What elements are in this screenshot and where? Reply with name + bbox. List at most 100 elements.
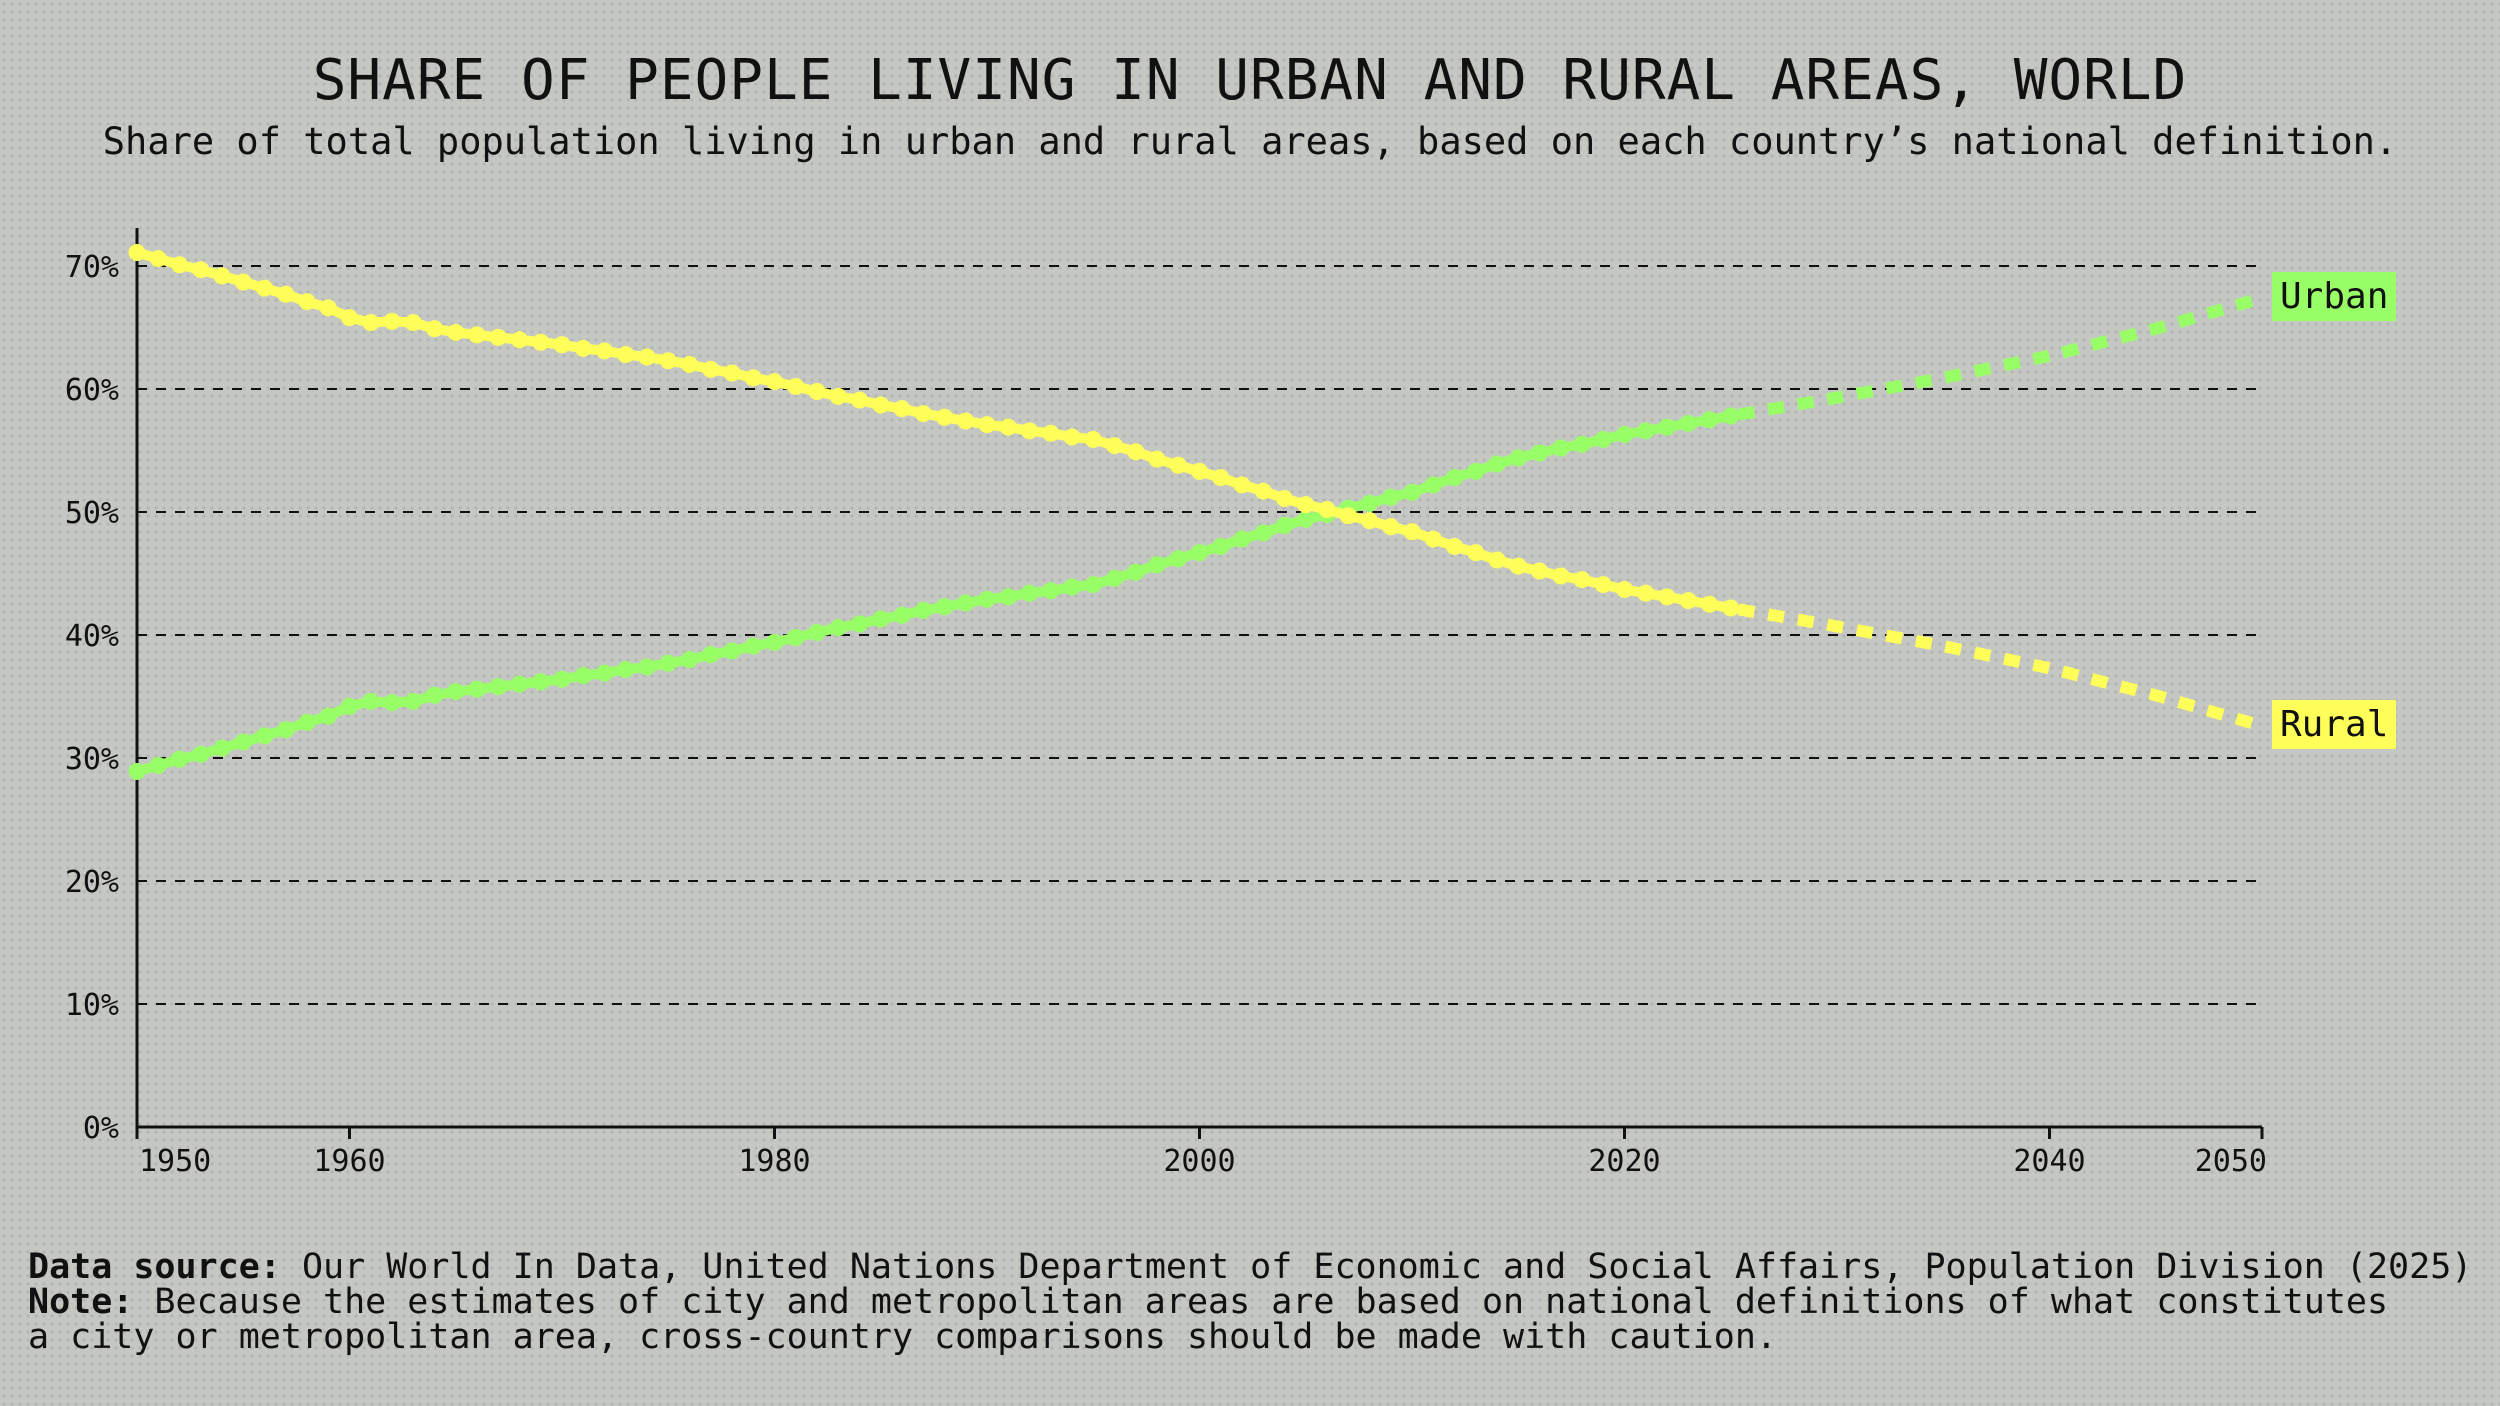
- chart-subtitle: Share of total population living in urba…: [102, 120, 2398, 163]
- data-point-urban: [298, 713, 316, 731]
- data-point-urban: [341, 697, 358, 715]
- data-point-urban: [1233, 530, 1251, 548]
- data-point-urban: [1467, 462, 1485, 480]
- data-point-rural: [1509, 557, 1527, 575]
- data-point-urban: [1148, 556, 1166, 574]
- data-point-urban: [1254, 524, 1272, 542]
- data-point-rural: [1531, 562, 1548, 580]
- data-point-rural: [511, 331, 528, 349]
- data-point-urban: [1106, 569, 1123, 587]
- data-point-urban: [978, 590, 996, 608]
- data-point-rural: [766, 373, 783, 391]
- projection-line-urban: [1729, 292, 2264, 422]
- data-point-urban: [702, 646, 720, 664]
- data-point-rural: [638, 348, 656, 366]
- data-point-urban: [404, 692, 422, 710]
- data-point-rural: [893, 400, 911, 418]
- data-source: Data source: Our World In Data, United N…: [28, 1250, 2472, 1285]
- data-point-rural: [702, 360, 720, 378]
- data-point-rural: [383, 312, 401, 330]
- data-point-rural: [596, 342, 613, 360]
- data-point-rural: [1467, 544, 1485, 562]
- y-tick-label: 10%: [65, 988, 119, 1023]
- y-tick-label: 60%: [65, 373, 119, 408]
- data-point-urban: [1169, 550, 1187, 568]
- projection-line-rural: [1729, 602, 2264, 732]
- data-point-rural: [808, 382, 826, 400]
- data-point-rural: [532, 333, 550, 351]
- data-point-urban: [723, 642, 741, 660]
- data-point-rural: [1616, 580, 1633, 598]
- data-point-rural: [489, 328, 507, 346]
- chart-title: SHARE OF PEOPLE LIVING IN URBAN AND RURA…: [312, 48, 2188, 113]
- x-tick-label: 1950: [139, 1144, 211, 1179]
- data-point-urban: [829, 619, 847, 637]
- data-point-urban: [149, 756, 167, 774]
- data-point-rural: [1722, 599, 1740, 617]
- data-point-urban: [277, 721, 295, 739]
- data-point-urban: [787, 628, 805, 646]
- y-tick-label: 40%: [65, 619, 119, 654]
- data-point-urban: [851, 615, 868, 633]
- y-tick-label: 50%: [65, 496, 119, 531]
- note-line-2: a city or metropolitan area, cross-count…: [28, 1317, 1777, 1357]
- data-point-rural: [1361, 512, 1378, 530]
- data-point-urban: [1679, 414, 1697, 432]
- series-layer: [128, 243, 2264, 781]
- data-point-urban: [1297, 510, 1315, 528]
- data-point-urban: [468, 680, 486, 698]
- data-point-urban: [914, 601, 932, 619]
- data-point-urban: [1276, 517, 1293, 535]
- data-point-urban: [1084, 576, 1102, 594]
- source-text: Our World In Data, United Nations Depart…: [280, 1247, 2473, 1287]
- data-point-rural: [1191, 462, 1208, 480]
- data-point-urban: [957, 594, 975, 612]
- data-point-rural: [277, 285, 295, 303]
- gridlines: [137, 265, 2262, 1005]
- data-point-urban: [213, 739, 231, 757]
- data-point-rural: [1212, 469, 1230, 487]
- data-point-rural: [1084, 430, 1102, 448]
- data-point-rural: [149, 250, 167, 268]
- legend-label-urban: Urban: [2272, 271, 2397, 321]
- data-point-urban: [1594, 430, 1612, 448]
- x-tick-label: 2000: [1163, 1144, 1235, 1179]
- data-point-urban: [553, 670, 571, 688]
- y-tick-label: 30%: [65, 742, 119, 777]
- data-point-urban: [489, 678, 507, 696]
- data-point-rural: [1701, 595, 1718, 613]
- data-point-rural: [957, 412, 975, 430]
- data-point-urban: [511, 675, 528, 693]
- data-point-urban: [936, 598, 953, 616]
- data-point-urban: [1509, 449, 1527, 467]
- data-point-urban: [319, 707, 337, 725]
- data-point-urban: [383, 694, 401, 712]
- data-point-rural: [872, 396, 890, 414]
- data-point-rural: [829, 387, 847, 405]
- data-point-rural: [213, 267, 231, 285]
- data-point-rural: [1063, 428, 1081, 446]
- data-point-rural: [936, 408, 953, 426]
- series-line-urban: [135, 411, 1732, 777]
- data-point-rural: [617, 346, 635, 364]
- data-point-rural: [1382, 518, 1400, 536]
- note-label: Note:: [28, 1282, 134, 1322]
- data-point-rural: [1106, 437, 1123, 455]
- x-tick-label: 2050: [2195, 1144, 2267, 1179]
- source-label: Data source:: [28, 1247, 281, 1287]
- footer: Data source: Our World In Data, United N…: [28, 1250, 2472, 1355]
- data-point-urban: [1722, 407, 1740, 425]
- data-point-urban: [171, 750, 188, 768]
- data-point-rural: [978, 416, 996, 434]
- data-point-urban: [893, 606, 911, 624]
- data-point-rural: [787, 378, 805, 396]
- data-point-urban: [1488, 455, 1506, 473]
- data-point-rural: [1318, 501, 1336, 519]
- axes: 0% 10% 20% 30% 40% 50% 60% 70% 1950 1960 1980 2000 2…: [65, 228, 2267, 1179]
- data-point-urban: [1021, 584, 1038, 602]
- data-point-urban: [128, 763, 146, 781]
- data-point-urban: [659, 654, 677, 672]
- data-point-urban: [1637, 422, 1655, 440]
- data-point-urban: [638, 658, 656, 676]
